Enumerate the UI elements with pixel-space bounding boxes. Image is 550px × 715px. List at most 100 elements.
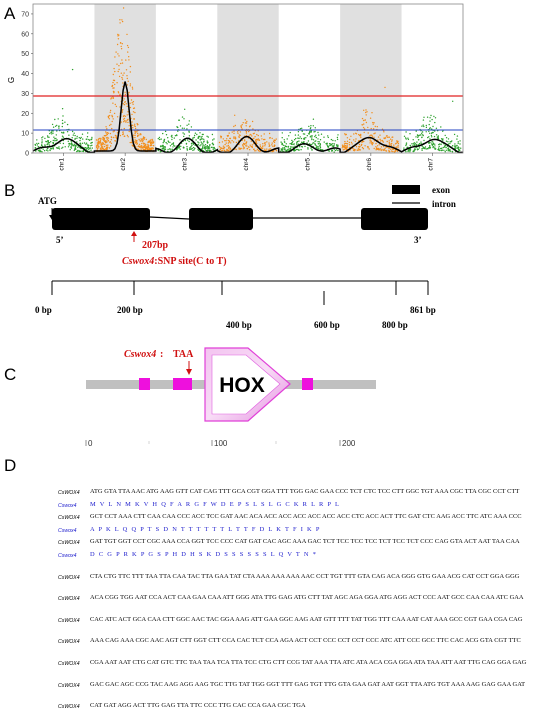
snp-point: [222, 145, 225, 147]
snp-point: [396, 150, 399, 152]
snp-point: [395, 146, 397, 148]
snp-point: [193, 136, 195, 139]
snp-point: [238, 147, 240, 149]
y-tick-label: 10: [21, 131, 29, 138]
snp-point: [428, 123, 430, 126]
snp-point: [81, 150, 83, 152]
snp-point: [376, 145, 379, 147]
snp-point: [138, 143, 141, 146]
snp-point: [383, 131, 385, 133]
snp-point: [363, 140, 365, 143]
snp-point: [116, 63, 118, 65]
snp-point: [227, 149, 229, 151]
snp-point: [388, 140, 390, 142]
snp-point: [437, 136, 439, 138]
snp-point: [447, 138, 450, 140]
snp-point: [174, 145, 176, 147]
snp-point: [212, 147, 214, 149]
snp-point: [224, 143, 226, 146]
snp-point: [79, 139, 81, 142]
snp-point: [188, 131, 190, 133]
snp-point: [369, 117, 372, 119]
snp-point: [457, 146, 460, 148]
snp-point: [55, 147, 58, 149]
snp-point: [257, 134, 259, 137]
snp-point: [120, 62, 122, 65]
snp-point: [235, 141, 238, 144]
snp-point: [106, 141, 108, 143]
scale-label-800: 800 bp: [382, 320, 408, 330]
sequence-panel: CsWOX4 ATG GTA TTA AAC ATG AAG GTT CAT CA…: [58, 488, 538, 715]
snp-point: [105, 132, 108, 134]
sequence-label: CsWOX4: [58, 574, 80, 581]
snp-point: [344, 142, 346, 145]
snp-point: [212, 148, 214, 151]
snp-point: [131, 102, 133, 104]
snp-point: [301, 145, 303, 148]
snp-point: [323, 136, 325, 138]
snp-point: [384, 149, 386, 151]
snp-point: [312, 139, 315, 141]
snp-point: [434, 117, 437, 119]
snp-point: [191, 144, 193, 147]
snp-point: [134, 134, 136, 137]
snp-point: [184, 108, 186, 111]
snp-point: [104, 135, 106, 137]
snp-point: [281, 149, 284, 151]
snp-point: [228, 141, 231, 143]
snp-point: [204, 144, 207, 146]
snp-point: [388, 143, 391, 145]
snp-point: [430, 132, 433, 134]
snp-point: [366, 111, 368, 113]
snp-point: [309, 127, 312, 130]
snp-point: [256, 133, 258, 136]
snp-point: [36, 144, 39, 146]
snp-point: [409, 151, 411, 153]
snp-point: [455, 147, 457, 149]
scale-label-0: 0 bp: [35, 305, 52, 315]
snp-point: [240, 125, 242, 128]
snp-point: [88, 138, 90, 141]
snp-point: [82, 150, 85, 152]
snp-point: [291, 139, 293, 142]
snp-point: [163, 146, 165, 148]
snp-point: [358, 133, 360, 136]
snp-point: [123, 72, 125, 74]
snp-point: [56, 139, 58, 142]
snp-point: [256, 139, 258, 141]
snp-point: [179, 148, 181, 150]
snp-point: [100, 146, 102, 149]
snp-point: [50, 147, 52, 150]
snp-point: [449, 150, 451, 152]
snp-point: [353, 133, 355, 135]
snp-point: [119, 22, 121, 24]
snp-point: [423, 147, 425, 149]
snp-point: [412, 139, 414, 141]
snp-point: [116, 132, 119, 134]
snp-point: [191, 142, 193, 144]
snp-point: [144, 144, 147, 146]
snp-point: [230, 142, 232, 144]
snp-point: [380, 149, 382, 152]
snp-point: [128, 59, 130, 61]
snp-point: [90, 142, 93, 144]
snp-point: [192, 149, 194, 152]
snp-point: [126, 33, 128, 36]
snp-point: [411, 143, 413, 145]
snp-point: [158, 136, 161, 139]
snp-point: [392, 150, 394, 153]
snp-point: [125, 59, 127, 61]
snp-point: [163, 147, 165, 150]
snp-point: [356, 149, 359, 151]
snp-point: [37, 146, 39, 148]
snp-point: [456, 138, 458, 140]
snp-point: [103, 148, 106, 151]
snp-point: [61, 147, 63, 149]
snp-point: [89, 147, 92, 149]
exon-3: [361, 208, 428, 230]
chromosome-band: [217, 4, 279, 153]
snp-point: [287, 145, 290, 148]
snp-point: [312, 142, 314, 144]
snp-point: [333, 143, 336, 145]
snp-point: [117, 33, 119, 36]
